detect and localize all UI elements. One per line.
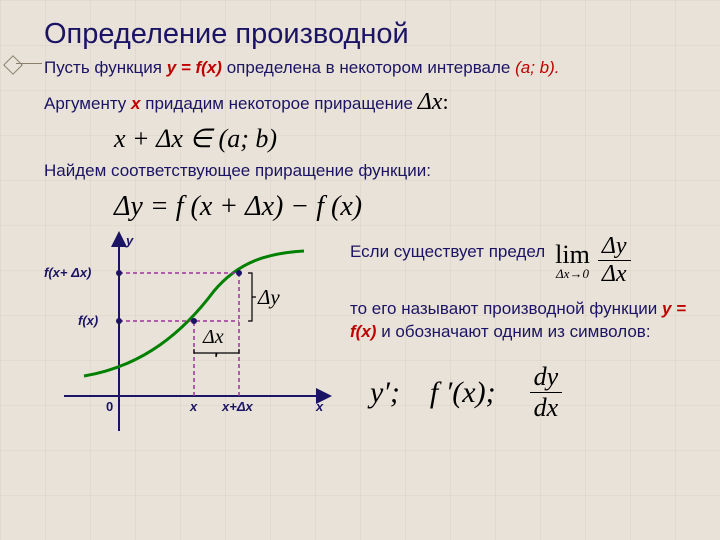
graph-label-dx: Δx [203,326,224,349]
text: и обозначают одним из символов: [381,322,650,341]
text-derivative-def: то его называют производной функции y = … [350,298,690,344]
right-column: Если существует предел lim Δx→0 Δy Δx то… [350,231,690,441]
lim-sub: Δx→0 [555,266,590,282]
graph-label-dy: Δy [258,285,280,310]
graph-label-xaxis: x [316,399,323,414]
notation-yprime: y′; [370,376,400,410]
limit-expression: lim Δx→0 Δy Δx [555,233,634,288]
frac-den: Δx [598,261,631,288]
slide-title: Определение производной [44,18,690,51]
text: определена в некотором интервале [227,58,515,77]
slide-root: Определение производной Пусть функция y … [0,0,720,540]
lim-word: lim [555,240,590,269]
colon: : [442,89,448,114]
graph-label-fx: f(x) [78,313,98,328]
text: Пусть функция [44,58,167,77]
graph-label-x: x [190,399,197,414]
graph-label-y: y [126,233,133,248]
interval-ab: (a; b). [515,58,559,77]
decoration-diamond [3,55,23,75]
text-limit-pre: Если существует предел [350,233,545,264]
formula-delta-y: Δy = f (x + Δx) − f (x) [114,191,690,223]
text: придадим некоторое приращение [145,94,417,113]
derivative-graph: y f(x+ Δx) f(x) 0 x x+Δx x Δx Δy [44,231,334,441]
graph-svg [44,231,334,441]
notation-dydx: dy dx [530,362,563,423]
frac-num: Δy [598,233,631,261]
dydx-den: dx [530,393,563,423]
eq-yfx: y = f(x) [167,58,222,77]
paragraph-2: Аргументу x придадим некоторое приращени… [44,86,690,118]
paragraph-3: Найдем соответствующее приращение функци… [44,160,690,183]
notation-row: y′; f ′(x); dy dx [370,362,690,423]
lower-row: y f(x+ Δx) f(x) 0 x x+Δx x Δx Δy Если су… [44,231,690,441]
x-sym: x [131,94,140,113]
dydx-num: dy [530,362,563,393]
text: Аргументу [44,94,131,113]
formula-interval: x + Δx ∈ (a; b) [114,124,690,154]
text: то его называют производной функции [350,299,662,318]
graph-label-xdx: x+Δx [222,399,253,414]
graph-label-fxdx: f(x+ Δx) [44,265,91,280]
graph-label-0: 0 [106,399,113,414]
limit-fraction: Δy Δx [598,233,631,288]
notation-fprime: f ′(x); [430,376,496,410]
decoration-line [16,63,42,64]
paragraph-1: Пусть функция y = f(x) определена в неко… [44,57,690,80]
delta-x: Δx [418,89,443,115]
